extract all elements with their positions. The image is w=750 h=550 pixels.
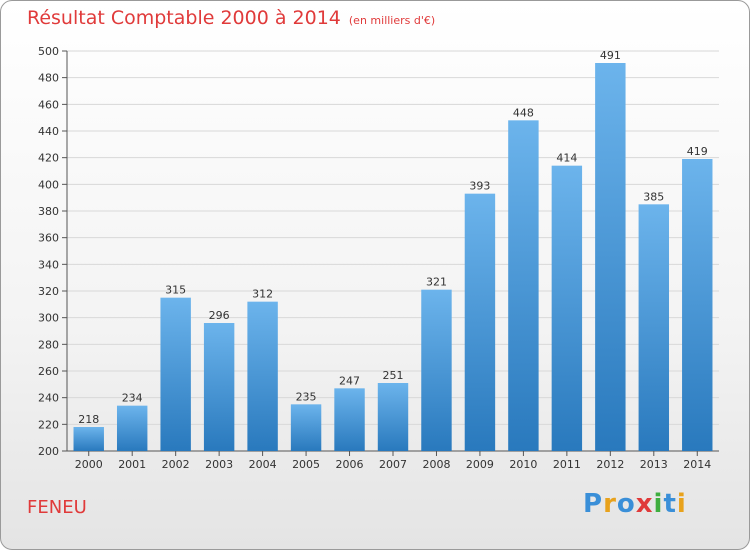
value-label-2007: 251 bbox=[383, 369, 404, 382]
bar-2013 bbox=[638, 204, 670, 451]
bar-2010 bbox=[508, 120, 539, 451]
y-tick-label: 340 bbox=[38, 258, 59, 271]
y-tick-label: 460 bbox=[38, 98, 59, 111]
x-tick-label-2013: 2013 bbox=[640, 458, 668, 471]
value-label-2006: 247 bbox=[339, 374, 360, 387]
bar-2009 bbox=[464, 193, 496, 451]
y-tick-label: 420 bbox=[38, 152, 59, 165]
x-tick-label-2014: 2014 bbox=[683, 458, 711, 471]
value-label-2004: 312 bbox=[252, 288, 273, 301]
x-tick-label-2011: 2011 bbox=[553, 458, 581, 471]
y-tick-label: 360 bbox=[38, 232, 59, 245]
y-tick-label: 320 bbox=[38, 285, 59, 298]
logo-letter: t bbox=[663, 489, 677, 519]
bar-2000 bbox=[73, 427, 104, 451]
x-tick-label-2007: 2007 bbox=[379, 458, 407, 471]
city-name: FENEU bbox=[27, 497, 87, 518]
bar-2011 bbox=[551, 165, 583, 451]
bar-2001 bbox=[116, 405, 148, 451]
value-label-2013: 385 bbox=[643, 190, 664, 203]
y-tick-label: 220 bbox=[38, 418, 59, 431]
y-tick-label: 480 bbox=[38, 72, 59, 85]
bar-2005 bbox=[290, 404, 322, 451]
logo-letter: o bbox=[616, 489, 636, 519]
x-tick-label-2012: 2012 bbox=[596, 458, 624, 471]
y-tick-label: 380 bbox=[38, 205, 59, 218]
value-label-2005: 235 bbox=[296, 390, 317, 403]
value-label-2008: 321 bbox=[426, 276, 447, 289]
value-label-2000: 218 bbox=[78, 413, 99, 426]
x-tick-label-2000: 2000 bbox=[75, 458, 103, 471]
y-tick-label: 240 bbox=[38, 392, 59, 405]
chart-subtitle: (en milliers d'€) bbox=[348, 14, 436, 27]
value-label-2011: 414 bbox=[556, 152, 577, 165]
x-tick-label-2005: 2005 bbox=[292, 458, 320, 471]
y-tick-label: 400 bbox=[38, 178, 59, 191]
bars bbox=[73, 63, 713, 451]
x-tick-label-2008: 2008 bbox=[422, 458, 450, 471]
bar-2014 bbox=[682, 159, 713, 451]
axes: 200 220 240 260 280 300 320 340 360 380 400 420 440 4… bbox=[38, 45, 719, 471]
y-tick-label: 200 bbox=[38, 445, 59, 458]
bar-2004 bbox=[247, 301, 278, 451]
logo-letter: r bbox=[603, 489, 617, 519]
y-tick-label: 280 bbox=[38, 338, 59, 351]
x-tick-label-2003: 2003 bbox=[205, 458, 233, 471]
value-label-2009: 393 bbox=[469, 180, 490, 193]
y-tick-label: 300 bbox=[38, 312, 59, 325]
value-label-2002: 315 bbox=[165, 284, 186, 297]
value-label-2003: 296 bbox=[209, 309, 230, 322]
bar-2012 bbox=[595, 63, 626, 451]
value-label-2010: 448 bbox=[513, 106, 534, 119]
x-tick-label-2006: 2006 bbox=[336, 458, 364, 471]
chart-title-text: Résultat Comptable 2000 à 2014 bbox=[27, 7, 341, 29]
y-tick-label: 440 bbox=[38, 125, 59, 138]
logo-letter: i bbox=[653, 489, 664, 519]
x-tick-label-2004: 2004 bbox=[249, 458, 277, 471]
y-tick-label: 500 bbox=[38, 45, 59, 58]
x-tick-label-2010: 2010 bbox=[509, 458, 537, 471]
chart-title: Résultat Comptable 2000 à 2014 (en millie… bbox=[27, 7, 435, 29]
logo-letter: P bbox=[583, 489, 604, 519]
logo-letter: x bbox=[635, 489, 654, 519]
bar-2006 bbox=[334, 388, 365, 451]
value-label-2012: 491 bbox=[600, 49, 621, 62]
x-tick-label-2001: 2001 bbox=[118, 458, 146, 471]
proxiti-logo: Proxiti bbox=[583, 489, 687, 519]
value-label-2001: 234 bbox=[122, 392, 143, 405]
labels: 218 234 315 296 312 235 247 251 321 393 448 414 491 3… bbox=[78, 49, 708, 426]
logo-letter: i bbox=[676, 489, 687, 519]
x-tick-label-2009: 2009 bbox=[466, 458, 494, 471]
bar-2007 bbox=[377, 383, 409, 451]
y-tick-label: 260 bbox=[38, 365, 59, 378]
bar-2003 bbox=[203, 323, 235, 451]
bar-2002 bbox=[160, 297, 191, 451]
value-label-2014: 419 bbox=[687, 145, 708, 158]
bar-2008 bbox=[421, 289, 452, 451]
x-tick-label-2002: 2002 bbox=[162, 458, 190, 471]
